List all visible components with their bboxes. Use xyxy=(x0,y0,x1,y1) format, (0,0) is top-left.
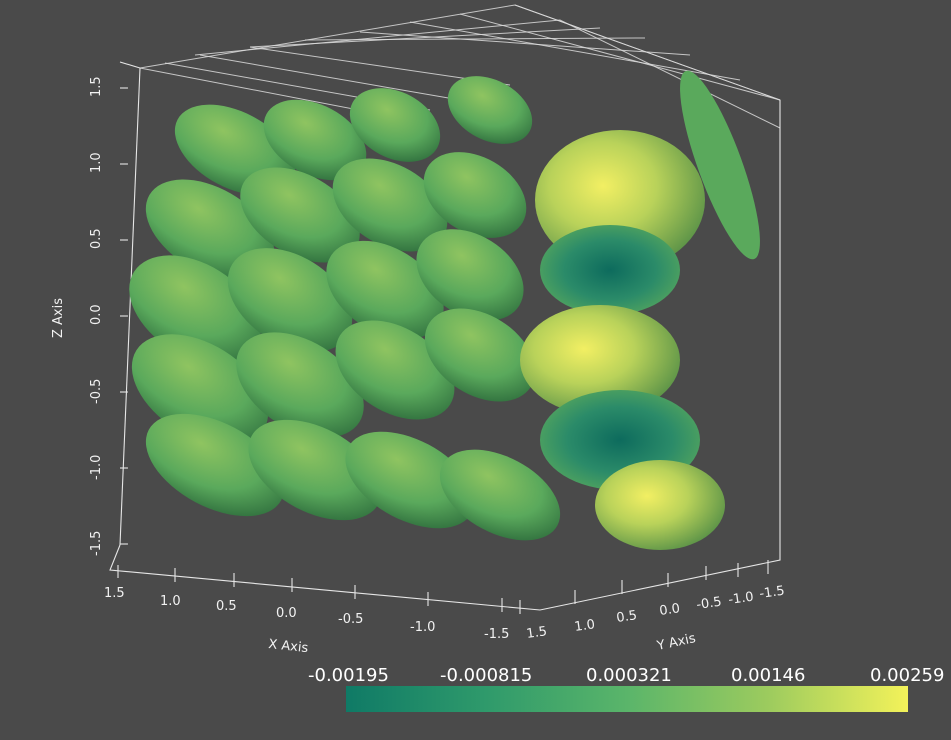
x-tick-label: 1.5 xyxy=(104,586,125,601)
y-tick-label: 0.5 xyxy=(615,608,638,626)
colorbar-label-4: 0.00146 xyxy=(731,665,805,686)
x-tick-label: -1.5 xyxy=(484,627,509,642)
colorbar-label-3: 0.000321 xyxy=(586,665,672,686)
x-tick-label: -0.5 xyxy=(338,612,363,627)
y-axis-tick-labels: 1.5 1.0 0.5 0.0 -0.5 -1.0 -1.5 xyxy=(525,584,785,642)
z-tick-label: -1.0 xyxy=(89,455,104,480)
y-tick-label: 1.0 xyxy=(573,617,596,635)
z-tick-label: 0.5 xyxy=(89,228,104,249)
x-axis-tick-labels: 1.5 1.0 0.5 0.0 -0.5 -1.0 -1.5 xyxy=(104,586,509,642)
y-tick-label: 0.0 xyxy=(658,601,681,619)
y-axis-title: Y Axis xyxy=(655,631,698,654)
isosurface xyxy=(129,70,760,550)
x-tick-label: 0.0 xyxy=(276,606,297,621)
x-tick-label: 0.5 xyxy=(216,599,237,614)
z-tick-label: 0.0 xyxy=(89,304,104,325)
axes-grid xyxy=(109,4,781,611)
colorbar-label-2: -0.000815 xyxy=(440,665,532,686)
x-tick-label: -1.0 xyxy=(410,620,435,635)
z-tick-label: 1.0 xyxy=(89,152,104,173)
colorbar: -0.00195 -0.000815 0.000321 0.00146 0.00… xyxy=(308,665,944,712)
y-tick-label: -1.5 xyxy=(758,584,785,602)
colorbar-label-min: -0.00195 xyxy=(308,665,389,686)
y-axis-ticks xyxy=(519,560,769,614)
z-axis-tick-labels: 1.5 1.0 0.5 0.0 -0.5 -1.0 -1.5 xyxy=(89,76,104,556)
colorbar-gradient xyxy=(346,686,908,712)
x-axis-title: X Axis xyxy=(268,637,310,656)
y-tick-label: -1.0 xyxy=(727,590,754,608)
x-axis-ticks xyxy=(117,565,503,612)
z-tick-label: -0.5 xyxy=(89,379,104,404)
y-tick-label: -0.5 xyxy=(695,595,722,613)
z-tick-label: -1.5 xyxy=(89,531,104,556)
z-tick-label: 1.5 xyxy=(89,76,104,97)
colorbar-label-max: 0.00259 xyxy=(870,665,944,686)
y-tick-label: 1.5 xyxy=(525,624,548,642)
x-tick-label: 1.0 xyxy=(160,594,181,609)
z-axis-ticks xyxy=(120,87,128,545)
z-axis-title: Z Axis xyxy=(51,298,66,338)
